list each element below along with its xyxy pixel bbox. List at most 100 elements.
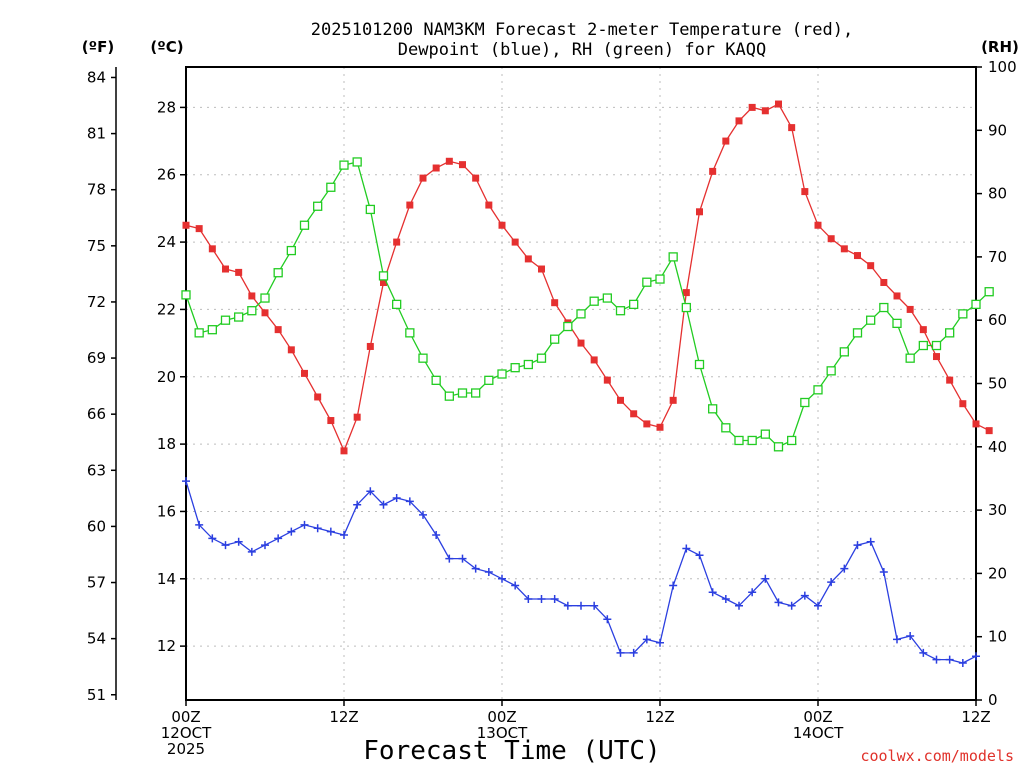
dewpoint-point-48 [814,601,822,610]
dewpoint-point-10 [313,524,322,533]
rh-point-43 [747,435,757,446]
rh-point-13 [352,157,362,167]
x-tick-label-48-0: 00Z [803,708,832,726]
dewpoint-point-12 [340,531,348,540]
rh-point-46 [787,435,797,446]
dewpoint-point-34 [629,648,638,657]
temperature-point-32 [603,376,611,384]
temperature-point-58 [946,376,954,384]
temperature-point-3 [222,265,229,273]
dewpoint-point-31 [590,601,599,610]
fahrenheit-tick-label-69: 69 [87,349,106,367]
dewpoint-point-40 [708,588,717,597]
chart-title-line-2: Dewpoint (blue), RH (green) for KAQQ [398,40,766,60]
celsius-tick-label-12: 12 [157,637,176,655]
rh-tick-label-10: 10 [988,628,1007,646]
temperature-point-25 [511,238,519,246]
celsius-tick-label-24: 24 [157,233,176,251]
dewpoint-point-8 [287,527,296,536]
rh-point-26 [523,359,533,370]
series-rh [181,157,994,452]
dewpoint-point-24 [498,574,506,583]
rh-point-37 [668,252,678,262]
axes: 51 54 57 60 63 66 69 72 75 78 81 84 12 14 16 18 20 22 24 26… [87,58,1017,758]
temperature-point-38 [682,289,690,297]
rh-line [185,161,990,448]
dewpoint-point-2 [208,534,217,543]
rh-point-54 [892,318,902,329]
dewpoint-point-30 [577,601,585,610]
temperature-point-44 [761,107,769,115]
dewpoint-point-56 [919,648,928,657]
temperature-point-30 [577,339,585,347]
dewpoint-point-53 [879,568,888,577]
fahrenheit-tick-label-63: 63 [87,461,106,479]
fahrenheit-tick-label-78: 78 [87,181,106,199]
temperature-point-53 [880,278,888,286]
celsius-tick-label-20: 20 [157,368,176,386]
rh-axis-unit: (RH) [981,38,1019,56]
dewpoint-point-0 [182,477,190,486]
dewpoint-point-33 [616,648,625,657]
credit-link[interactable]: coolwx.com/models [860,747,1014,765]
fahrenheit-axis-unit: (ºF) [82,38,114,56]
x-tick-label-0-0: 00Z [171,708,200,726]
temperature-point-14 [366,342,374,350]
temperature-point-12 [340,447,348,455]
temperature-point-23 [485,201,493,209]
dewpoint-point-59 [958,658,967,667]
rh-point-1 [194,328,204,338]
x-axis-title: Forecast Time (UTC) [363,736,660,766]
dewpoint-point-16 [392,493,401,502]
grid-lines [186,67,976,700]
dewpoint-point-7 [274,534,283,543]
temperature-point-2 [208,245,216,253]
fahrenheit-tick-label-84: 84 [87,68,106,86]
rh-point-48 [813,385,823,395]
temperature-point-35 [643,420,651,428]
dewpoint-point-38 [682,544,691,553]
rh-point-35 [642,277,652,287]
temperature-point-48 [814,221,822,229]
rh-point-6 [260,293,270,303]
rh-point-23 [484,375,494,385]
temperature-point-42 [735,117,743,125]
rh-point-5 [247,306,257,316]
x-tick-label-48-1: 14OCT [793,724,844,742]
temperature-point-1 [195,225,203,233]
celsius-tick-label-28: 28 [157,98,176,116]
rh-point-49 [826,366,836,376]
rh-point-56 [918,340,928,351]
rh-tick-label-70: 70 [988,248,1007,266]
dewpoint-line [185,480,977,664]
temperature-point-39 [696,208,703,216]
rh-tick-label-20: 20 [988,564,1007,582]
rh-point-25 [510,363,520,373]
temperature-point-45 [775,100,782,108]
dewpoint-point-54 [893,635,901,644]
temperature-point-21 [459,161,466,169]
rh-point-29 [563,321,573,332]
rh-tick-label-40: 40 [988,438,1007,456]
temperature-point-11 [327,417,335,425]
dewpoint-point-6 [261,541,269,550]
temperature-point-22 [472,174,480,182]
rh-point-32 [602,293,612,303]
dewpoint-point-42 [735,601,743,610]
dewpoint-point-18 [419,510,427,519]
rh-point-16 [392,299,402,310]
temperature-point-55 [906,305,914,313]
rh-tick-label-30: 30 [988,501,1007,519]
rh-point-42 [734,435,744,446]
rh-point-31 [589,296,599,306]
dewpoint-point-51 [853,541,862,550]
dewpoint-point-22 [471,564,480,573]
fahrenheit-tick-label-60: 60 [87,517,106,535]
temperature-point-9 [301,369,308,377]
temperature-point-15 [380,278,387,286]
temperature-point-36 [656,423,664,431]
dewpoint-point-5 [247,547,256,556]
temperature-point-26 [524,255,532,263]
rh-point-17 [405,328,415,338]
rh-point-20 [444,391,454,401]
